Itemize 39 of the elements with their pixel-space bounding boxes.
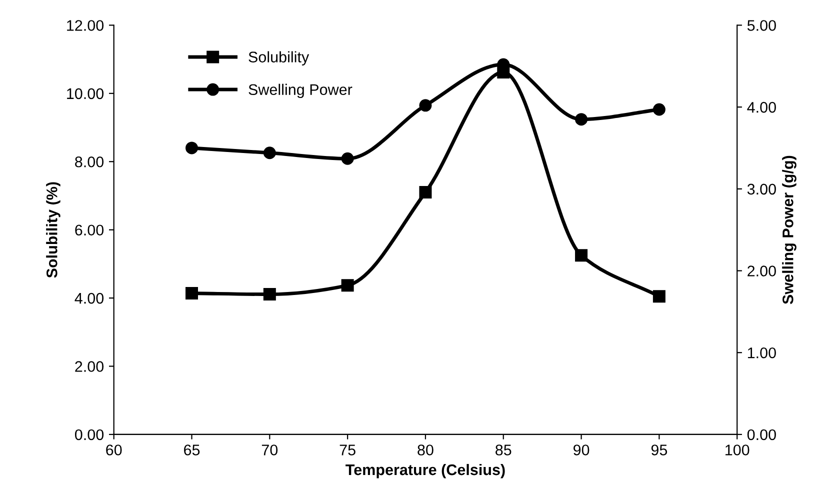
x-tick-label: 100	[726, 444, 750, 456]
y2-tick-label: 4.00	[747, 102, 776, 113]
point	[263, 288, 276, 301]
x-tick-label: 90	[574, 444, 590, 456]
y-tick-label: 4.00	[74, 292, 104, 304]
y2-tick-label: 3.00	[747, 184, 776, 195]
point	[186, 142, 198, 154]
y-tick-label: 10.00	[67, 88, 104, 100]
x-tick-label: 60	[106, 444, 122, 456]
y2-tick-label: 1.00	[748, 347, 776, 358]
y-axis-title: Solubility (%)	[46, 182, 60, 278]
point	[419, 186, 432, 199]
legend-label: Solubility	[248, 51, 310, 66]
point	[419, 99, 432, 112]
y-tick-label: 8.00	[75, 156, 104, 168]
x-tick-label: 85	[496, 444, 512, 456]
y-tick-label: 12.00	[67, 20, 104, 31]
x-tick-label: 75	[340, 444, 356, 456]
y-tick-label: 0.00	[74, 429, 104, 440]
point	[341, 152, 354, 165]
point	[341, 279, 354, 292]
x-tick-label: 80	[418, 444, 434, 456]
point	[575, 113, 588, 126]
x-tick-label: 70	[262, 444, 278, 456]
y-tick-label: 2.00	[75, 361, 104, 372]
point	[263, 146, 276, 160]
point	[652, 290, 666, 303]
legend-label: Swelling Power	[248, 84, 352, 98]
y2-axis-title: Swelling Power (g/g)	[782, 156, 796, 304]
point	[186, 287, 198, 300]
point	[575, 249, 588, 262]
x-axis-title: Temperature (Celsius)	[346, 464, 505, 478]
x-tick-label: 65	[184, 444, 200, 456]
y2-tick-label: 2.00	[748, 266, 776, 276]
y2-tick-label: 5.00	[747, 20, 776, 31]
point	[652, 103, 666, 116]
y2-tick-label: 0.00	[747, 429, 776, 440]
y-tick-label: 6.00	[75, 224, 104, 236]
x-tick-label: 95	[651, 444, 668, 456]
